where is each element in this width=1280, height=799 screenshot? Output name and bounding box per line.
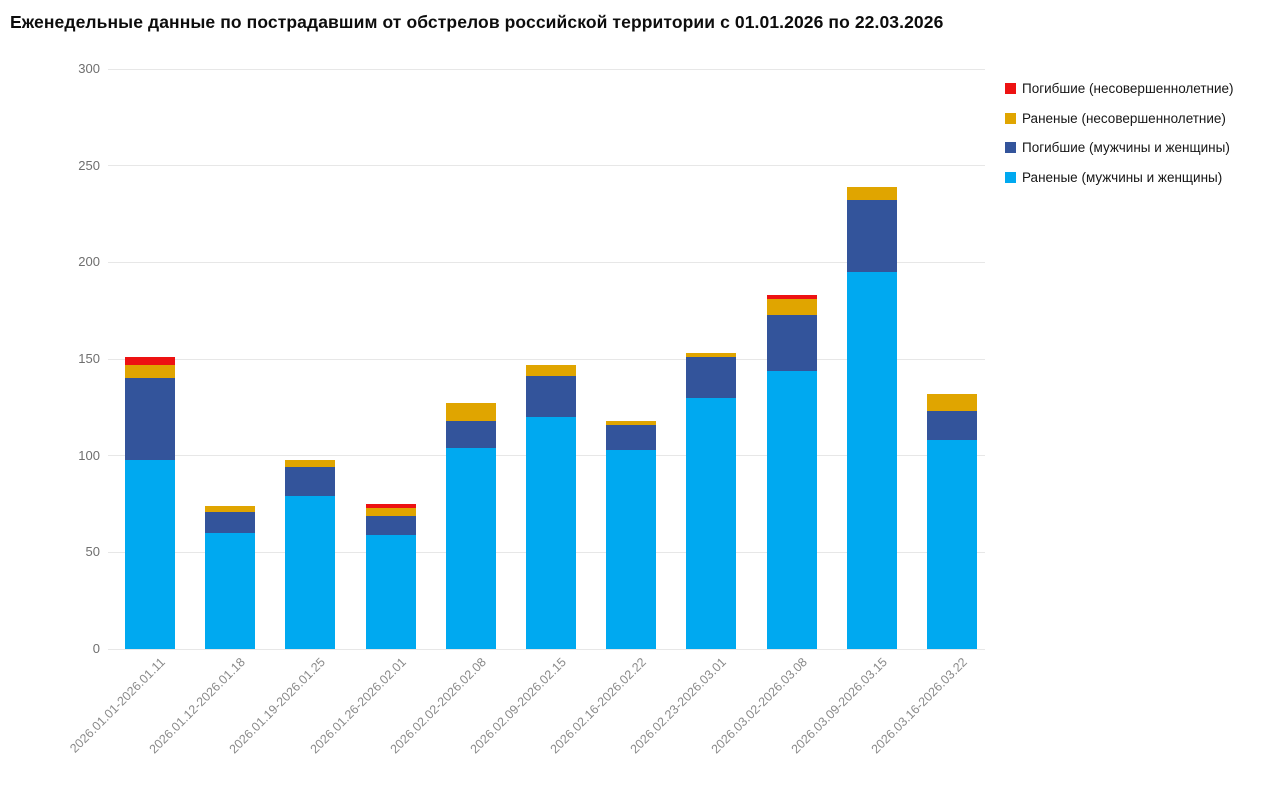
legend-label: Раненые (несовершеннолетние): [1022, 110, 1226, 126]
gridline-250: [108, 165, 985, 167]
y-axis-tick-label: 50: [85, 544, 100, 560]
bar-segment: [766, 314, 817, 371]
bar-segment: [766, 370, 817, 649]
bar-segment: [606, 449, 657, 649]
legend-swatch: [1005, 112, 1016, 124]
bar-segment: [927, 393, 977, 412]
bar-segment: [846, 272, 897, 649]
legend-item: Раненые (мужчины и женщины): [1005, 169, 1234, 186]
bar-segment: [125, 357, 175, 365]
bar-segment: [766, 295, 817, 300]
legend-label: Погибшие (мужчины и женщины): [1022, 140, 1230, 155]
bar-segment: [365, 504, 416, 508]
bar-segment: [365, 507, 416, 516]
bar-segment: [125, 364, 175, 379]
y-axis-tick-label: 250: [78, 157, 100, 173]
y-axis-tick-label: 150: [78, 351, 100, 366]
y-axis-tick-label: 0: [92, 641, 100, 656]
bar-segment: [205, 533, 256, 649]
bar-segment: [526, 376, 576, 417]
bar-segment: [365, 534, 416, 649]
bar-segment: [205, 505, 256, 512]
gridline-0: [108, 648, 985, 650]
bar-segment: [686, 397, 737, 649]
bar-segment: [927, 411, 977, 441]
bar-segment: [445, 447, 496, 649]
bar-segment: [365, 515, 416, 535]
legend-label: Погибшие (несовершеннолетние): [1022, 81, 1234, 96]
bar-segment: [927, 440, 977, 649]
bar-segment: [686, 357, 737, 398]
bar-segment: [846, 200, 897, 272]
bar-segment: [125, 378, 175, 460]
bar-segment: [686, 353, 737, 358]
bar-segment: [285, 496, 336, 649]
legend-item: Раненые (несовершеннолетние): [1005, 110, 1234, 127]
y-axis-tick-label: 200: [78, 254, 100, 270]
legend-swatch: [1005, 83, 1016, 94]
legend-swatch: [1005, 142, 1016, 153]
legend-swatch: [1005, 171, 1016, 183]
bar-segment: [606, 420, 657, 425]
chart-title: Еженедельные данные по пострадавшим от о…: [10, 12, 944, 32]
bar-segment: [205, 511, 256, 533]
bar-segment: [766, 299, 817, 315]
plot-area: 0 50 100 150 200 250 300 2026.01.01-2026.01.11 2…: [67, 61, 985, 756]
bar-segment: [285, 467, 336, 497]
bar-segment: [526, 417, 576, 649]
bar-segment: [846, 186, 897, 201]
bar-segment: [125, 459, 175, 649]
legend-label: Раненые (мужчины и женщины): [1022, 169, 1223, 185]
y-axis-tick-label: 300: [78, 61, 100, 76]
gridline-200: [108, 261, 985, 263]
bar-segment: [445, 420, 496, 448]
gridline-150: [108, 358, 985, 360]
bar-segment: [445, 403, 496, 421]
bar-segment: [606, 424, 657, 450]
bar-segment: [285, 459, 336, 468]
legend-item: Погибшие (мужчины и женщины): [1005, 139, 1234, 156]
y-axis-tick-label: 100: [78, 447, 100, 463]
gridline-300: [108, 68, 985, 70]
legend: Погибшие (несовершеннолетние) Раненые (не…: [1005, 80, 1234, 198]
legend-item: Погибшие (несовершеннолетние): [1005, 80, 1234, 97]
bar-segment: [526, 364, 576, 377]
